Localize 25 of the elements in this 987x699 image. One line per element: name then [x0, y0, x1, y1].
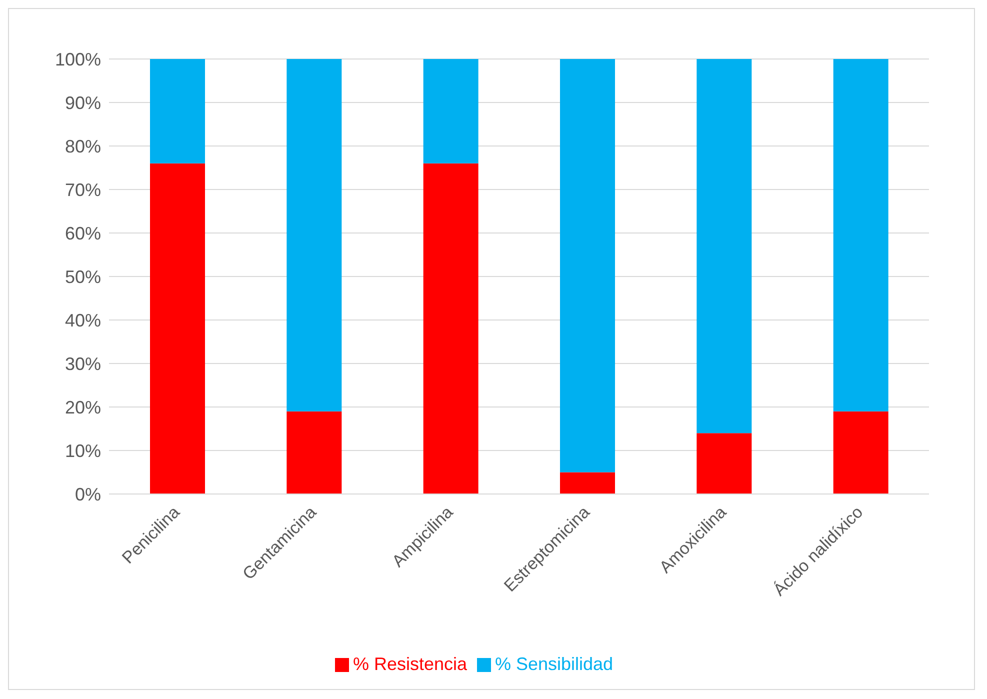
bar [286, 59, 342, 412]
bar [560, 472, 615, 494]
bar [696, 59, 752, 434]
bar [150, 163, 205, 494]
y-tick-label: 90% [64, 92, 101, 113]
y-tick-label: 20% [64, 397, 101, 418]
legend-label: % Resistencia [352, 654, 467, 674]
bar [423, 163, 478, 494]
y-tick-label: 40% [64, 310, 101, 330]
bar [833, 59, 888, 412]
y-tick-label: 30% [64, 354, 101, 374]
legend-label: % Sensibilidad [494, 654, 614, 674]
y-tick-label: 0% [74, 484, 101, 504]
bar [833, 411, 888, 494]
y-tick-label: 10% [64, 440, 101, 461]
y-tick-label: 60% [64, 223, 101, 244]
bar [560, 59, 615, 472]
bar [150, 59, 205, 164]
bar [423, 59, 478, 164]
y-tick-label: 80% [64, 136, 101, 156]
bar [696, 433, 752, 494]
y-tick-label: 100% [54, 49, 101, 70]
bar [286, 411, 342, 494]
y-tick-label: 50% [64, 266, 101, 287]
y-tick-label: 70% [64, 180, 101, 200]
